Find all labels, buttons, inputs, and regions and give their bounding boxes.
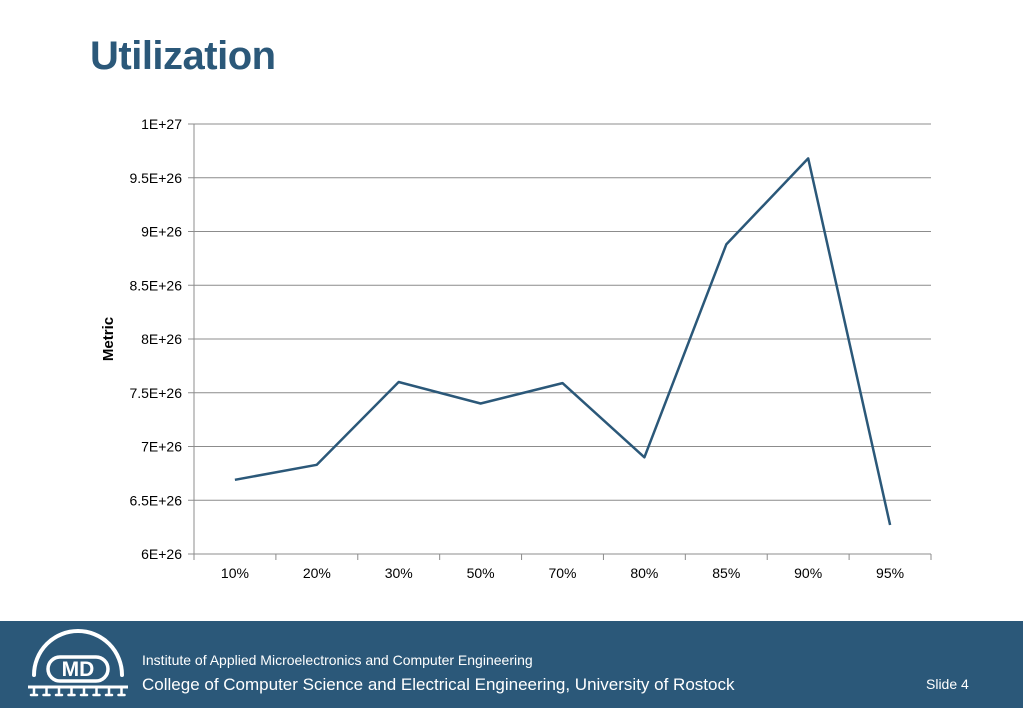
page-title: Utilization (90, 34, 276, 78)
institute-logo: MD (28, 629, 128, 697)
y-tick-label: 9E+26 (141, 224, 182, 240)
x-tick-label: 85% (712, 565, 740, 581)
y-tick-labels: 6E+26 6.5E+26 7E+26 7.5E+26 8E+26 8.5E+26 9E+2… (129, 116, 182, 562)
y-tick-label: 8.5E+26 (129, 277, 182, 293)
y-tick-label: 7E+26 (141, 439, 182, 455)
series-line (234, 157, 892, 526)
logo-pin (117, 685, 126, 697)
x-tick-label: 30% (385, 565, 413, 581)
y-tick-label: 6.5E+26 (129, 492, 182, 508)
logo-pin (29, 685, 39, 697)
y-tick-label: 8E+26 (141, 331, 182, 347)
x-tick-label: 50% (467, 565, 495, 581)
logo-pin (104, 685, 114, 697)
institute-name: Institute of Applied Microelectronics an… (142, 652, 533, 668)
axes (193, 124, 932, 560)
gridlines (188, 123, 931, 555)
y-tick-label: 1E+27 (141, 116, 182, 132)
x-tick-label: 10% (221, 565, 249, 581)
series (234, 157, 892, 526)
y-axis-title: Metric (100, 317, 117, 361)
y-tick-label: 9.5E+26 (129, 170, 182, 186)
svg-text:MD: MD (62, 658, 95, 681)
footer-bar: MD Institute of Applied Microelectronics… (0, 621, 1023, 708)
x-tick-label: 90% (794, 565, 822, 581)
college-name: College of Computer Science and Electric… (142, 675, 735, 694)
logo-pin (54, 685, 64, 697)
logo-pin (42, 685, 51, 697)
slide-number: Slide 4 (926, 676, 969, 692)
x-tick-labels: 10% 20% 30% 50% 70% 80% 85% 90% 95% (221, 565, 904, 581)
x-tick-label: 70% (548, 565, 576, 581)
x-tick-label: 20% (303, 565, 331, 581)
line-chart: 6E+26 6.5E+26 7E+26 7.5E+26 8E+26 8.5E+26 9E+2… (100, 116, 932, 581)
logo-pin (67, 685, 76, 697)
y-tick-label: 7.5E+26 (129, 385, 182, 401)
y-tick-label: 6E+26 (141, 546, 182, 562)
x-tick-label: 95% (876, 565, 904, 581)
logo-pin (79, 685, 89, 697)
x-tick-label: 80% (630, 565, 658, 581)
logo-pin (92, 685, 101, 697)
